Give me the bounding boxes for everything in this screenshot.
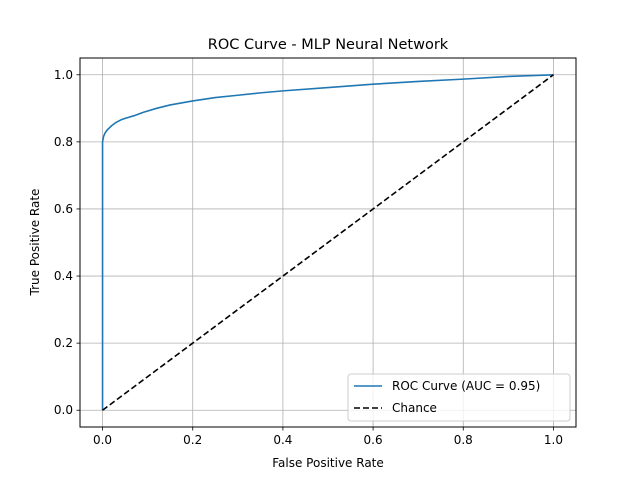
y-tick-label: 1.0 bbox=[54, 68, 73, 82]
x-tick-label: 0.4 bbox=[273, 433, 292, 447]
legend-label: Chance bbox=[392, 401, 437, 415]
grid bbox=[80, 58, 576, 427]
y-tick-label: 0.6 bbox=[54, 202, 73, 216]
axis-ticks: 0.0 0.2 0.4 0.6 0.8 1.0 0.0 0.2 0.4 0.6 0.8 1.0 bbox=[54, 68, 563, 447]
x-tick-label: 0.2 bbox=[183, 433, 202, 447]
x-tick-label: 1.0 bbox=[544, 433, 563, 447]
legend: ROC Curve (AUC = 0.95) Chance bbox=[347, 373, 571, 422]
x-tick-label: 0.0 bbox=[93, 433, 112, 447]
x-tick-label: 0.8 bbox=[454, 433, 473, 447]
legend-label: ROC Curve (AUC = 0.95) bbox=[392, 379, 540, 393]
y-tick-label: 0.2 bbox=[54, 336, 73, 350]
x-axis-label: False Positive Rate bbox=[272, 456, 384, 470]
series-group bbox=[101, 73, 554, 411]
plot-frame bbox=[79, 57, 577, 428]
x-tick-label: 0.6 bbox=[364, 433, 383, 447]
chart-title: ROC Curve - MLP Neural Network bbox=[208, 37, 449, 53]
y-tick-label: 0.4 bbox=[54, 269, 73, 283]
y-tick-label: 0.8 bbox=[54, 135, 73, 149]
y-tick-label: 0.0 bbox=[54, 403, 73, 417]
legend-box bbox=[347, 373, 571, 422]
series-line-chance bbox=[102, 74, 554, 411]
series-line-roc bbox=[101, 73, 554, 411]
y-axis-label: True Positive Rate bbox=[28, 189, 42, 297]
